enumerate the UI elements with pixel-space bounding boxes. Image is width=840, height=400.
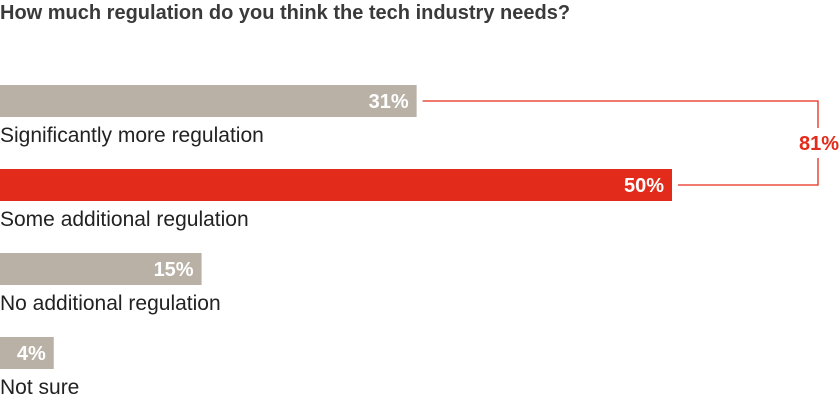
chart-title: How much regulation do you think the tec… (0, 2, 571, 24)
bar-2 (0, 169, 672, 201)
bar-value-label-4: 4% (17, 343, 46, 365)
category-label-2: Some additional regulation (0, 208, 249, 231)
bar-3 (0, 253, 202, 285)
bar-value-label-1: 31% (369, 91, 409, 113)
category-label-1: Significantly more regulation (0, 124, 264, 147)
category-label-3: No additional regulation (0, 292, 221, 315)
bar-4 (0, 337, 54, 369)
bar-value-label-2: 50% (624, 175, 664, 197)
bar-value-label-3: 15% (154, 259, 194, 281)
category-label-4: Not sure (0, 376, 79, 399)
bracket-total-label: 81% (799, 133, 839, 155)
bracket-label-background (786, 128, 840, 158)
bar-1 (0, 85, 417, 117)
